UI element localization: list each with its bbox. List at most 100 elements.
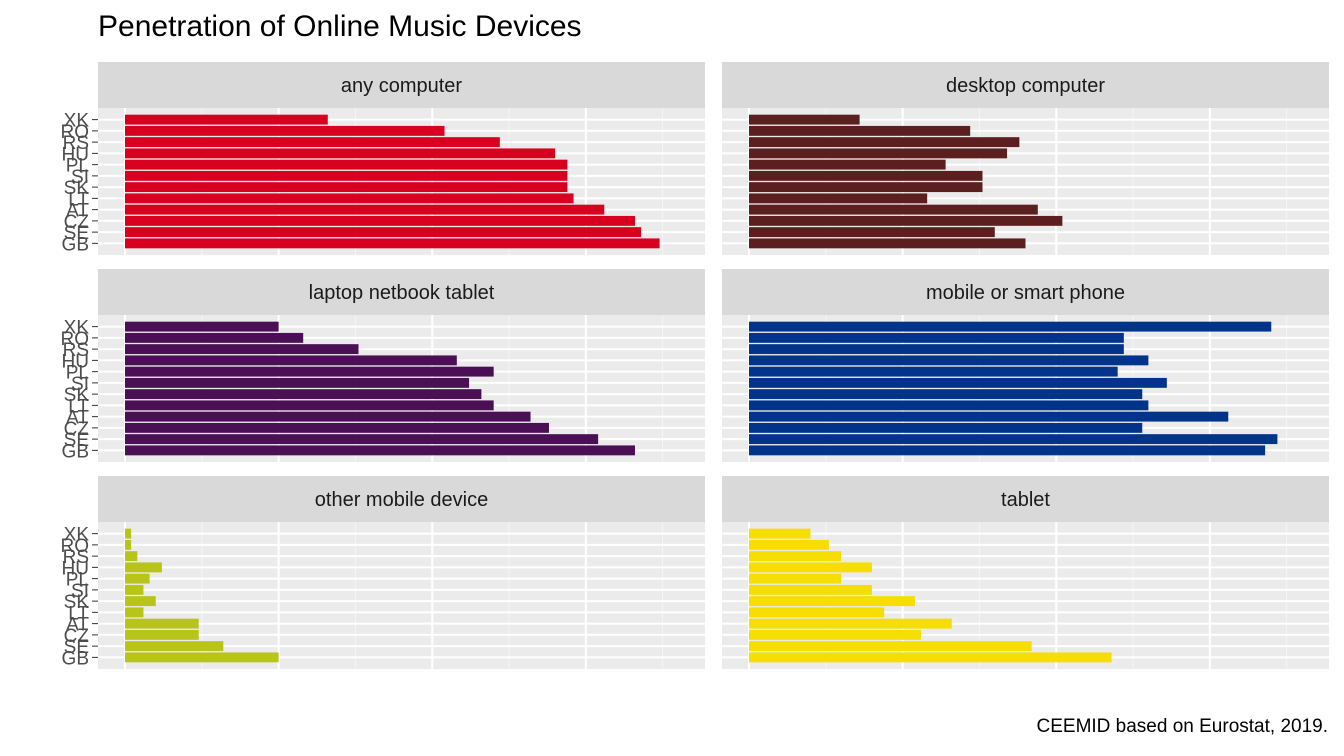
bar-laptop-netbook-tablet-XK [125, 321, 279, 332]
bar-laptop-netbook-tablet-SI [125, 377, 470, 388]
y-tick-label-CZ: CZ [64, 212, 90, 233]
bar-mobile-or-smart-phone-GB [749, 445, 1266, 456]
bar-any-computer-GB [125, 238, 660, 249]
bar-mobile-or-smart-phone-PL [749, 366, 1118, 377]
bar-tablet-AT [749, 618, 952, 629]
y-tick-label-LT: LT [68, 189, 89, 210]
y-tick-label-RO: RO [61, 122, 90, 143]
bar-desktop-computer-CZ [749, 215, 1063, 226]
bar-any-computer-HU [125, 148, 556, 159]
bar-tablet-RO [749, 539, 829, 550]
bar-laptop-netbook-tablet-PL [125, 366, 494, 377]
y-tick-label-XK: XK [64, 318, 90, 339]
bar-laptop-netbook-tablet-CZ [125, 422, 549, 433]
bar-any-computer-SK [125, 182, 568, 193]
bar-laptop-netbook-tablet-AT [125, 411, 531, 422]
y-tick-label-SE: SE [64, 223, 89, 244]
y-tick-label-RS: RS [63, 340, 89, 361]
y-tick-label-XK: XK [64, 111, 90, 132]
y-tick-label-SI: SI [71, 374, 89, 395]
bar-desktop-computer-GB [749, 238, 1026, 249]
y-tick-label-HU: HU [62, 351, 89, 372]
bar-desktop-computer-LT [749, 193, 928, 204]
bar-tablet-LT [749, 607, 885, 618]
bar-laptop-netbook-tablet-SK [125, 389, 482, 400]
bar-desktop-computer-PL [749, 159, 946, 170]
strip-label: any computer [341, 75, 463, 97]
bar-tablet-XK [749, 528, 811, 539]
y-tick-label-LT: LT [68, 396, 89, 417]
bar-mobile-or-smart-phone-LT [749, 400, 1149, 411]
y-tick-label-AT: AT [66, 201, 89, 222]
bar-desktop-computer-SK [749, 182, 983, 193]
bar-other-mobile-device-CZ [125, 629, 199, 640]
strip-label: mobile or smart phone [926, 282, 1125, 304]
y-tick-label-PL: PL [66, 363, 89, 384]
bar-laptop-netbook-tablet-RS [125, 344, 359, 355]
y-tick-label-HU: HU [62, 558, 89, 579]
y-tick-label-RO: RO [61, 329, 90, 350]
y-tick-label-SE: SE [64, 430, 89, 451]
bar-mobile-or-smart-phone-SI [749, 377, 1167, 388]
bar-tablet-RS [749, 551, 842, 562]
y-tick-label-PL: PL [66, 570, 89, 591]
strip-label: laptop netbook tablet [309, 282, 495, 304]
y-tick-label-AT: AT [66, 615, 89, 636]
bar-other-mobile-device-RS [125, 551, 138, 562]
y-tick-label-SK: SK [64, 385, 90, 406]
bar-any-computer-LT [125, 193, 574, 204]
bar-desktop-computer-RO [749, 125, 971, 136]
y-tick-label-GB: GB [62, 441, 89, 462]
y-tick-label-SE: SE [64, 637, 89, 658]
y-tick-label-RO: RO [61, 536, 90, 557]
bar-tablet-GB [749, 652, 1112, 663]
y-tick-label-RS: RS [63, 547, 89, 568]
y-tick-label-SK: SK [64, 178, 90, 199]
bar-laptop-netbook-tablet-HU [125, 355, 457, 366]
bar-desktop-computer-HU [749, 148, 1008, 159]
strip-label: desktop computer [946, 75, 1105, 97]
strip-other-mobile-device [98, 476, 705, 522]
bar-tablet-SK [749, 596, 915, 607]
bar-any-computer-PL [125, 159, 568, 170]
bar-desktop-computer-AT [749, 204, 1038, 215]
bar-tablet-SI [749, 584, 872, 595]
bar-tablet-PL [749, 573, 842, 584]
bar-laptop-netbook-tablet-LT [125, 400, 494, 411]
bar-other-mobile-device-SE [125, 641, 224, 652]
strip-label: other mobile device [315, 489, 488, 511]
bar-mobile-or-smart-phone-HU [749, 355, 1149, 366]
strip-tablet [722, 476, 1329, 522]
strip-mobile-or-smart-phone [722, 269, 1329, 315]
y-tick-label-CZ: CZ [64, 419, 90, 440]
bar-tablet-CZ [749, 629, 922, 640]
bar-mobile-or-smart-phone-SK [749, 389, 1143, 400]
bar-laptop-netbook-tablet-RO [125, 332, 304, 343]
bar-any-computer-AT [125, 204, 605, 215]
bar-other-mobile-device-GB [125, 652, 279, 663]
bar-mobile-or-smart-phone-RO [749, 332, 1124, 343]
y-tick-label-GB: GB [62, 234, 89, 255]
bar-other-mobile-device-PL [125, 573, 150, 584]
bar-mobile-or-smart-phone-RS [749, 344, 1124, 355]
bar-any-computer-SI [125, 170, 568, 181]
bar-mobile-or-smart-phone-CZ [749, 422, 1143, 433]
bar-other-mobile-device-LT [125, 607, 144, 618]
bar-any-computer-RS [125, 137, 500, 148]
y-tick-label-HU: HU [62, 144, 89, 165]
y-tick-label-PL: PL [66, 156, 89, 177]
bar-other-mobile-device-SI [125, 584, 144, 595]
y-tick-label-LT: LT [68, 603, 89, 624]
bar-other-mobile-device-XK [125, 528, 132, 539]
bar-other-mobile-device-AT [125, 618, 199, 629]
bar-mobile-or-smart-phone-XK [749, 321, 1272, 332]
bar-desktop-computer-RS [749, 137, 1020, 148]
bar-desktop-computer-SI [749, 170, 983, 181]
bar-mobile-or-smart-phone-AT [749, 411, 1229, 422]
y-tick-label-GB: GB [62, 648, 89, 669]
bar-other-mobile-device-SK [125, 596, 156, 607]
chart-caption: CEEMID based on Eurostat, 2019. [1036, 716, 1329, 737]
bar-tablet-HU [749, 562, 872, 573]
bar-any-computer-XK [125, 114, 328, 125]
